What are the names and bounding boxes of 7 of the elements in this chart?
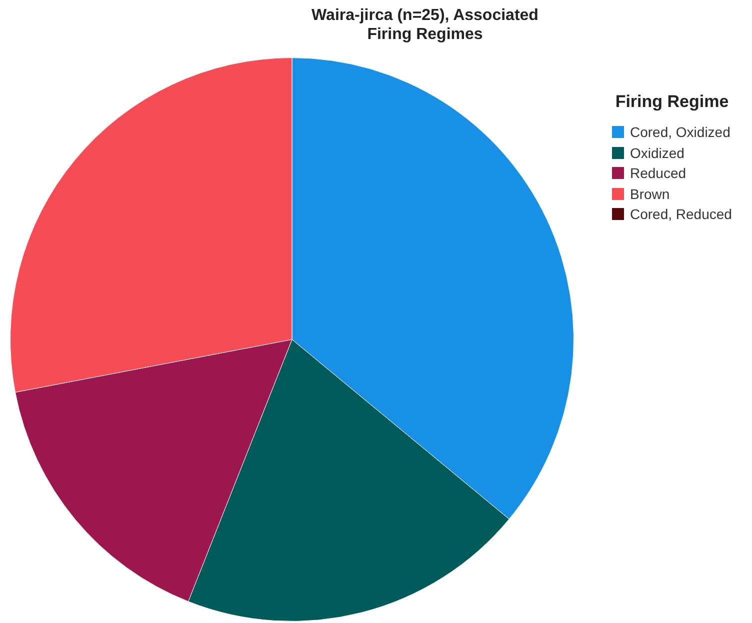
legend-label: Reduced [630,165,686,182]
legend-label: Cored, Reduced [630,206,732,222]
legend-label: Cored, Oxidized [630,124,730,140]
chart-title: Waira-jirca (n=25), Associated Firing Regimes [310,6,540,44]
legend-label: Brown [630,186,670,202]
legend-label: Oxidized [630,144,684,161]
legend-title: Firing Regime [614,92,730,112]
